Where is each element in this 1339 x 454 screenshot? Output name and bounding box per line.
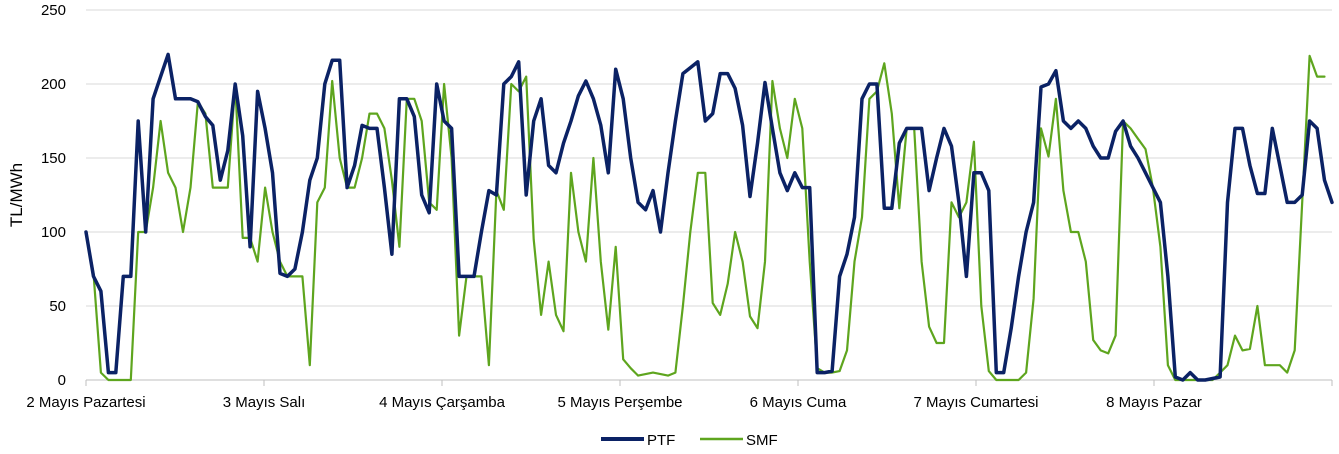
series-lines xyxy=(84,52,1334,382)
legend-ptf-label: PTF xyxy=(647,432,675,449)
x-tick-label: 8 Mayıs Pazar xyxy=(1106,394,1202,411)
x-axis-ticks: 2 Mayıs Pazartesi 3 Mayıs Salı 4 Mayıs Çar… xyxy=(26,380,1333,411)
y-axis-ticks: 0 50 100 150 200 250 xyxy=(41,2,66,389)
y-tick-label: 200 xyxy=(41,76,66,93)
y-tick-label: 100 xyxy=(41,224,66,241)
x-tick-label: 3 Mayıs Salı xyxy=(223,394,306,411)
x-tick-label: 5 Mayıs Perşembe xyxy=(557,394,682,411)
y-tick-label: 150 xyxy=(41,150,66,167)
x-tick-label: 4 Mayıs Çarşamba xyxy=(379,394,506,411)
legend-smf-label: SMF xyxy=(746,432,778,449)
legend: PTF SMF xyxy=(601,432,778,449)
x-tick-label: 7 Mayıs Cumartesi xyxy=(913,394,1038,411)
x-tick-label: 2 Mayıs Pazartesi xyxy=(26,394,145,411)
series-line-smf xyxy=(84,54,1326,382)
x-tick-label: 6 Mayıs Cuma xyxy=(750,394,847,411)
series-line-ptf xyxy=(84,52,1334,382)
y-tick-label: 50 xyxy=(49,298,66,315)
y-tick-label: 0 xyxy=(58,372,66,389)
y-axis-label: TL/MWh xyxy=(7,163,26,227)
gridlines xyxy=(86,9,1332,307)
y-tick-label: 250 xyxy=(41,2,66,19)
